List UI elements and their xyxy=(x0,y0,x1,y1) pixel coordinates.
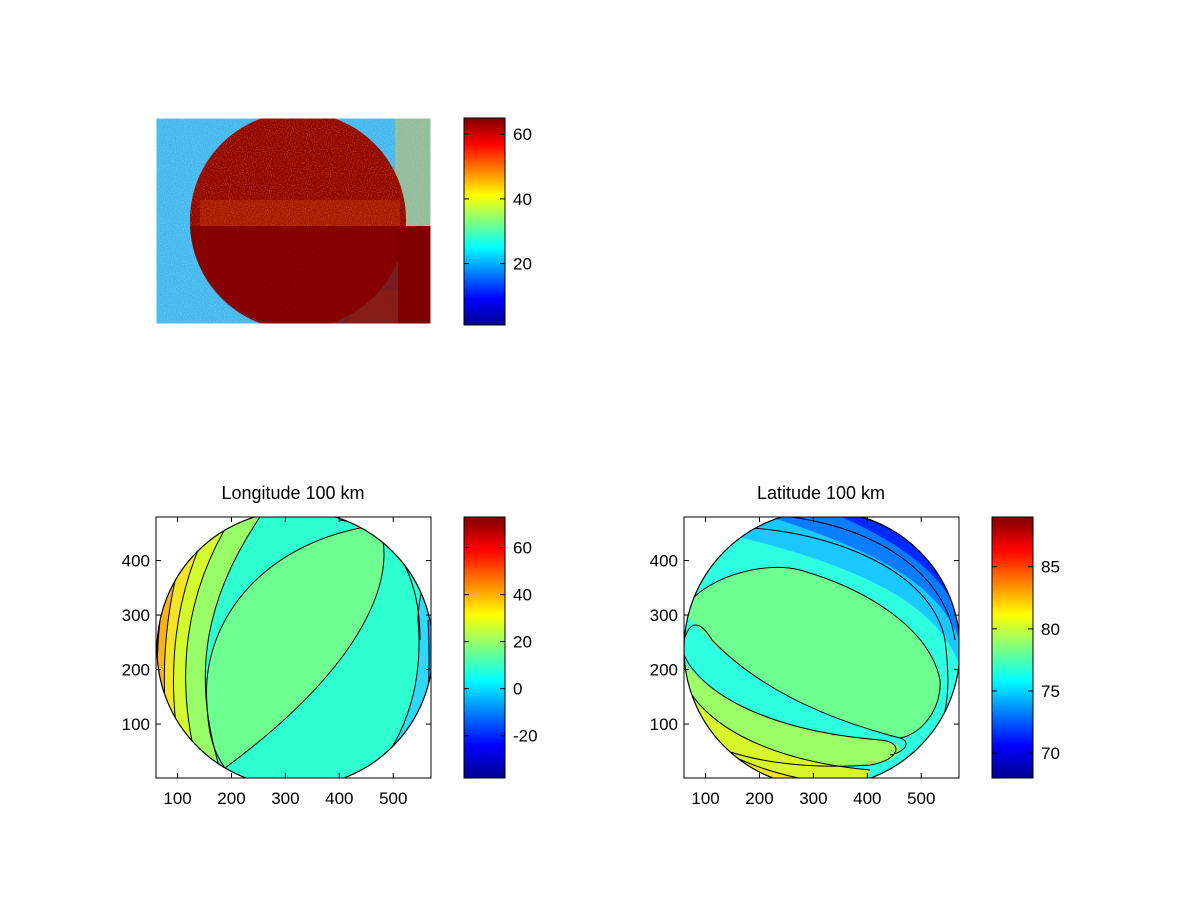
longitude-y-tick-label: 400 xyxy=(122,552,150,571)
longitude-colorbar: -20 0 20 40 60 xyxy=(463,516,538,779)
latitude-x-tick-label: 500 xyxy=(907,789,935,808)
longitude-y-tick-label: 100 xyxy=(122,715,150,734)
longitude-title: Longitude 100 km xyxy=(221,483,364,503)
latitude-title: Latitude 100 km xyxy=(757,483,885,503)
latitude-y-tick-label: 200 xyxy=(650,661,678,680)
longitude-x-tick-label: 400 xyxy=(325,789,353,808)
intensity-colorbar-tick-label: 20 xyxy=(513,255,532,274)
latitude-y-tick-label: 300 xyxy=(650,606,678,625)
latitude-x-tick-label: 400 xyxy=(853,789,881,808)
longitude-x-tick-label: 300 xyxy=(271,789,299,808)
longitude-y-tick-label: 200 xyxy=(122,661,150,680)
latitude-colorbar-tick-label: 85 xyxy=(1041,558,1060,577)
latitude-colorbar-gradient xyxy=(992,517,1033,778)
longitude-colorbar-tick-label: 40 xyxy=(513,586,532,605)
latitude-y-tick-label: 100 xyxy=(650,715,678,734)
latitude-colorbar-tick-label: 80 xyxy=(1041,620,1060,639)
longitude-colorbar-gradient xyxy=(464,517,505,778)
longitude-colorbar-tick-label: 20 xyxy=(513,633,532,652)
intensity-image-frame xyxy=(155,117,432,325)
latitude-axes-frame xyxy=(683,516,960,779)
latitude-x-tick-label: 200 xyxy=(745,789,773,808)
latitude-panel: 100 200 300 400 500 100 200 300 400 xyxy=(650,516,960,808)
latitude-y-axis: 100 200 300 400 xyxy=(650,552,959,734)
latitude-colorbar-tick-label: 75 xyxy=(1041,682,1060,701)
longitude-x-axis: 100 200 300 400 500 xyxy=(163,517,407,808)
intensity-image xyxy=(156,118,431,324)
longitude-y-axis: 100 200 300 400 xyxy=(122,552,431,734)
intensity-colorbar-gradient xyxy=(464,118,505,325)
longitude-colorbar-tick-label: 0 xyxy=(513,680,522,699)
intensity-colorbar-tick-label: 40 xyxy=(513,190,532,209)
intensity-colorbar: 20 40 60 xyxy=(463,117,532,326)
latitude-y-tick-label: 400 xyxy=(650,552,678,571)
latitude-x-axis: 100 200 300 400 500 xyxy=(691,517,935,808)
longitude-colorbar-tick-label: -20 xyxy=(513,727,538,746)
intensity-image-panel xyxy=(155,117,432,325)
latitude-colorbar: 70 75 80 85 xyxy=(991,516,1060,779)
latitude-x-tick-label: 100 xyxy=(691,789,719,808)
longitude-colorbar-tick-label: 60 xyxy=(513,539,532,558)
longitude-x-tick-label: 500 xyxy=(379,789,407,808)
longitude-y-tick-label: 300 xyxy=(122,606,150,625)
intensity-colorbar-tick-label: 60 xyxy=(513,125,532,144)
latitude-colorbar-tick-label: 70 xyxy=(1041,744,1060,763)
longitude-x-tick-label: 100 xyxy=(163,789,191,808)
longitude-axes-frame xyxy=(155,516,432,779)
latitude-disc xyxy=(684,517,959,778)
latitude-x-tick-label: 300 xyxy=(799,789,827,808)
longitude-x-tick-label: 200 xyxy=(217,789,245,808)
longitude-panel: 100 200 300 400 500 100 200 300 400 xyxy=(122,516,432,808)
